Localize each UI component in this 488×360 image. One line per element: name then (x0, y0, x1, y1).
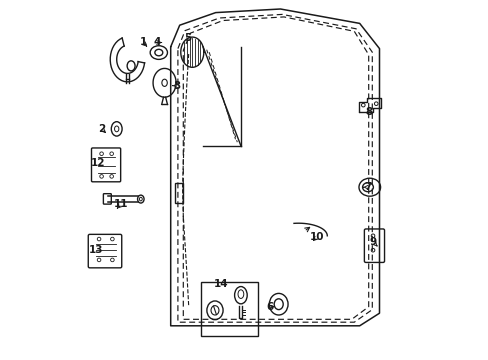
Text: 5: 5 (184, 33, 191, 43)
Text: 6: 6 (265, 302, 273, 312)
Text: 2: 2 (98, 124, 105, 134)
Text: 1: 1 (139, 37, 146, 48)
Text: 13: 13 (88, 245, 103, 255)
Text: 4: 4 (153, 37, 161, 48)
Text: 3: 3 (173, 81, 180, 91)
Text: 11: 11 (114, 199, 128, 210)
Text: 12: 12 (91, 158, 105, 168)
Text: 8: 8 (365, 107, 371, 117)
Text: 9: 9 (369, 237, 376, 247)
Text: 10: 10 (309, 232, 324, 242)
Bar (200, 282, 258, 336)
Text: 7: 7 (363, 182, 370, 192)
Text: 14: 14 (213, 279, 228, 289)
